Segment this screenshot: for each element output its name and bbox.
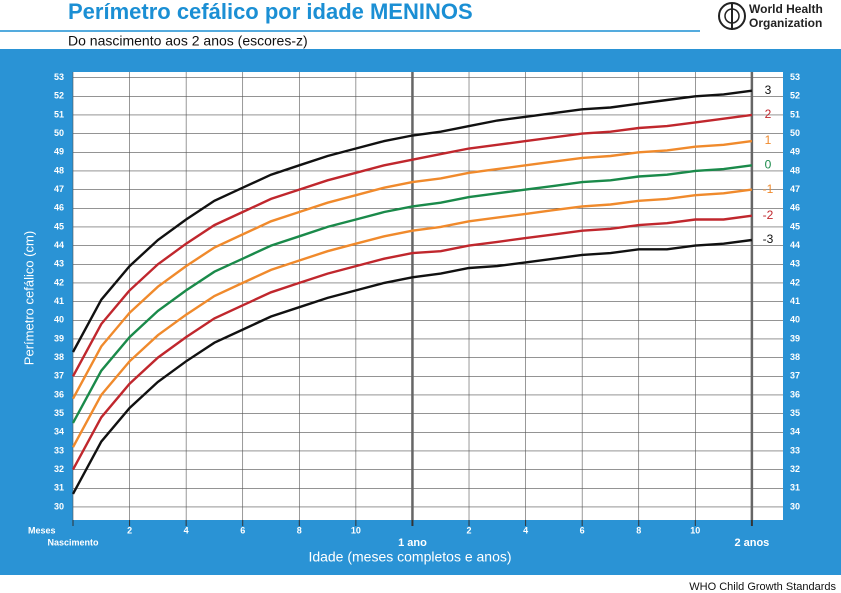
x-tick-label: 4 [523, 525, 528, 535]
y-tick-label: 42 [790, 277, 800, 287]
y-tick-label: 32 [54, 464, 64, 474]
y-tick-label: 40 [54, 315, 64, 325]
y-tick-label: 50 [790, 128, 800, 138]
z-score-label: 3 [765, 83, 772, 97]
z-curve [71, 164, 753, 424]
footer: WHO Child Growth Standards [689, 581, 836, 593]
x-unit-label: Meses [28, 525, 56, 535]
z-score-label: 1 [765, 133, 772, 147]
x-tick-label: 4 [184, 525, 189, 535]
y-tick-label: 37 [54, 371, 64, 381]
z-score-label: 2 [765, 107, 772, 121]
x-tick-label: 8 [636, 525, 641, 535]
grid [72, 72, 783, 520]
y-tick-label: 53 [790, 72, 800, 82]
y-axis-title: Perímetro cefálico (cm) [21, 231, 36, 365]
y-tick-label: 51 [790, 109, 800, 119]
curves [71, 89, 753, 495]
y-tick-label: 36 [790, 389, 800, 399]
y-tick-label: 34 [54, 427, 64, 437]
z-curve [71, 238, 753, 495]
z-score-label: -3 [763, 232, 774, 246]
y-tick-label: 44 [790, 240, 800, 250]
y-tick-label: 46 [790, 203, 800, 213]
y-tick-label: 44 [54, 240, 64, 250]
chart-subtitle: Do nascimento aos 2 anos (escores-z) [68, 33, 308, 49]
x-tick-label: 2 [127, 525, 132, 535]
y-tick-label: 34 [790, 427, 800, 437]
y-tick-label: 47 [54, 184, 64, 194]
y-tick-label: 36 [54, 389, 64, 399]
y-tick-label: 49 [54, 147, 64, 157]
y-tick-label: 37 [790, 371, 800, 381]
y-tick-label: 35 [54, 408, 64, 418]
x-tick-label: 10 [351, 525, 361, 535]
y-tick-label: 45 [790, 221, 800, 231]
y-tick-label: 31 [54, 483, 64, 493]
y-tick-label: 39 [790, 333, 800, 343]
y-tick-label: 52 [54, 91, 64, 101]
x-tick-label: 1 ano [398, 537, 427, 549]
y-tick-label: 53 [54, 72, 64, 82]
z-score-label: 0 [765, 158, 772, 172]
y-tick-label: 50 [54, 128, 64, 138]
y-tick-label: 48 [790, 165, 800, 175]
y-tick-label: 51 [54, 109, 64, 119]
y-tick-label: 30 [790, 501, 800, 511]
x-tick-label: 2 [467, 525, 472, 535]
z-curve [71, 188, 753, 448]
x-tick-label: 6 [580, 525, 585, 535]
plot-area [73, 72, 783, 520]
y-tick-label: 43 [790, 259, 800, 269]
y-tick-label: 38 [790, 352, 800, 362]
x-tick-label: 2 anos [734, 537, 769, 549]
y-tick-label: 30 [54, 501, 64, 511]
z-score-label: -1 [763, 182, 774, 196]
y-tick-label: 43 [54, 259, 64, 269]
x-axis-title: Idade (meses completos e anos) [308, 549, 511, 565]
x-tick-label: Nascimento [47, 537, 99, 547]
x-tick-label: 6 [240, 525, 245, 535]
y-tick-label: 52 [790, 91, 800, 101]
who-logo: World Health Organization [718, 2, 823, 30]
y-tick-label: 41 [54, 296, 64, 306]
y-tick-label: 47 [790, 184, 800, 194]
x-tick-label: 10 [690, 525, 700, 535]
y-tick-label: 45 [54, 221, 64, 231]
y-tick-label: 39 [54, 333, 64, 343]
y-tick-label: 33 [790, 445, 800, 455]
y-tick-label: 48 [54, 165, 64, 175]
y-tick-label: 42 [54, 277, 64, 287]
y-tick-label: 31 [790, 483, 800, 493]
chart-title: Perímetro cefálico por idade MENINOS [68, 0, 473, 24]
y-tick-label: 41 [790, 296, 800, 306]
z-curve [71, 89, 753, 353]
z-curve [71, 214, 753, 471]
y-tick-label: 35 [790, 408, 800, 418]
org-name: Organization [749, 16, 822, 30]
y-tick-label: 33 [54, 445, 64, 455]
x-tick-label: 8 [297, 525, 302, 535]
y-tick-label: 49 [790, 147, 800, 157]
z-score-label: -2 [763, 208, 774, 222]
y-tick-label: 46 [54, 203, 64, 213]
y-tick-label: 38 [54, 352, 64, 362]
org-name: World Health [749, 2, 823, 16]
z-curve [71, 139, 753, 400]
z-curve [71, 113, 753, 377]
y-tick-label: 32 [790, 464, 800, 474]
y-tick-label: 40 [790, 315, 800, 325]
